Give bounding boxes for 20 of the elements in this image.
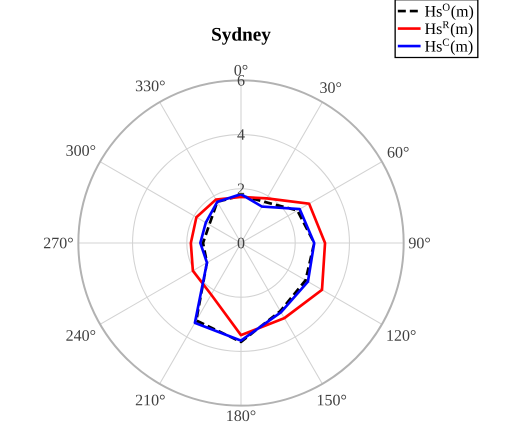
spoke-label: 330°	[136, 80, 165, 92]
spoke-label: 30°	[320, 82, 342, 94]
spoke-label: 60°	[388, 146, 409, 158]
spoke-label: 210°	[136, 394, 165, 406]
legend-label: Hs$^{O}$(m)	[425, 4, 474, 20]
spoke-label: 0°	[234, 64, 248, 76]
spoke-label: 150°	[318, 394, 346, 406]
spoke-label: 120°	[387, 330, 416, 341]
legend-label: Hs$^{C}$(m)	[425, 38, 473, 55]
spoke-label: 300°	[66, 145, 96, 156]
y-tick-label: 2	[238, 183, 244, 194]
y-tick-label: 6	[238, 74, 245, 86]
y-tick-label: 4	[237, 129, 245, 140]
y-tick-label: 0	[238, 238, 244, 248]
spoke-label: 270°	[44, 238, 73, 248]
spoke-label: 180°	[227, 410, 256, 422]
spoke-label: 90°	[408, 238, 430, 248]
spoke-label: 240°	[66, 330, 96, 341]
text: Sydney	[212, 27, 271, 45]
legend-label: Hs$^{R}$(m)	[425, 21, 473, 38]
